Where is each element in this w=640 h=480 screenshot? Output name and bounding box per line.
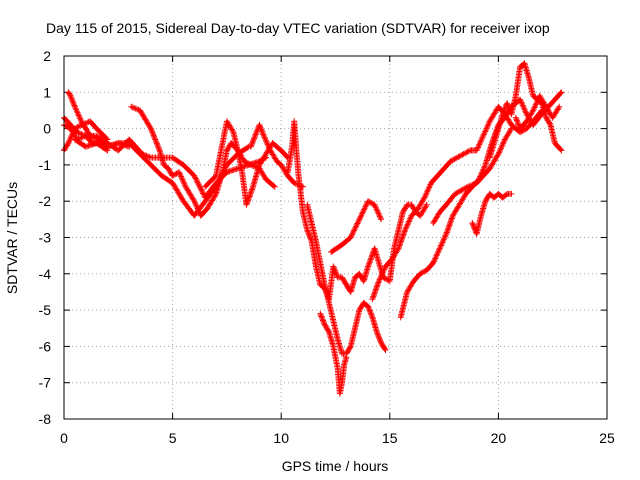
series-markers [304, 201, 389, 357]
x-tick-label: 20 [491, 430, 507, 446]
series-arc-15 [430, 125, 515, 226]
plot-frame [63, 55, 608, 420]
y-tick-label: 0 [43, 121, 51, 137]
y-tick-label: -7 [39, 375, 52, 391]
y-tick-label: -3 [39, 230, 52, 246]
x-axis-label: GPS time / hours [282, 458, 389, 474]
x-tick-label: 10 [273, 430, 289, 446]
series-arc-4 [61, 118, 111, 154]
y-tick-label: -8 [39, 411, 52, 427]
series-markers [486, 60, 565, 161]
y-tick-label: -4 [39, 266, 52, 282]
series-arc-6 [128, 103, 278, 219]
series-markers [317, 310, 350, 397]
x-tick-label: 0 [60, 430, 68, 446]
series-markers [512, 92, 563, 132]
series-arc-8 [247, 122, 306, 190]
series-markers [247, 122, 306, 190]
x-tick-label: 15 [382, 430, 398, 446]
series-arc-11 [317, 310, 350, 397]
series-markers [430, 125, 515, 226]
x-tick-label: 25 [599, 430, 615, 446]
chart-title: Day 115 of 2015, Sidereal Day-to-day VTE… [46, 20, 550, 36]
series-markers [369, 103, 552, 303]
series-arc-10 [304, 201, 389, 357]
series-arc-17 [486, 60, 565, 161]
series-arc-18 [512, 92, 563, 132]
y-tick-label: 2 [43, 48, 51, 64]
y-tick-label: -5 [39, 302, 52, 318]
series-arc-13 [369, 103, 552, 303]
series-markers [469, 190, 515, 237]
y-tick-label: -1 [39, 157, 52, 173]
series-markers [284, 118, 430, 303]
series-arc-1 [61, 114, 269, 201]
y-tick-label: -6 [39, 338, 52, 354]
series-arc-16 [469, 190, 515, 237]
series-markers [71, 136, 111, 154]
series-markers [328, 198, 385, 255]
series-markers [128, 103, 278, 219]
y-tick-label: -2 [39, 193, 52, 209]
series-markers [65, 89, 133, 150]
series-arc-5 [71, 136, 111, 154]
y-tick-label: 1 [43, 84, 51, 100]
y-axis-label: SDTVAR / TECUs [4, 182, 20, 294]
x-tick-label: 5 [169, 430, 177, 446]
x-tick-labels: 0 5 10 15 20 25 [60, 430, 615, 446]
series-markers [61, 114, 269, 201]
series-arc-3 [65, 89, 133, 150]
data-series [61, 60, 565, 397]
series-arc-12 [328, 198, 385, 255]
y-tick-labels: -8 -7 -6 -5 -4 -3 -2 -1 0 1 2 [39, 48, 52, 427]
series-arc-9 [284, 118, 430, 303]
